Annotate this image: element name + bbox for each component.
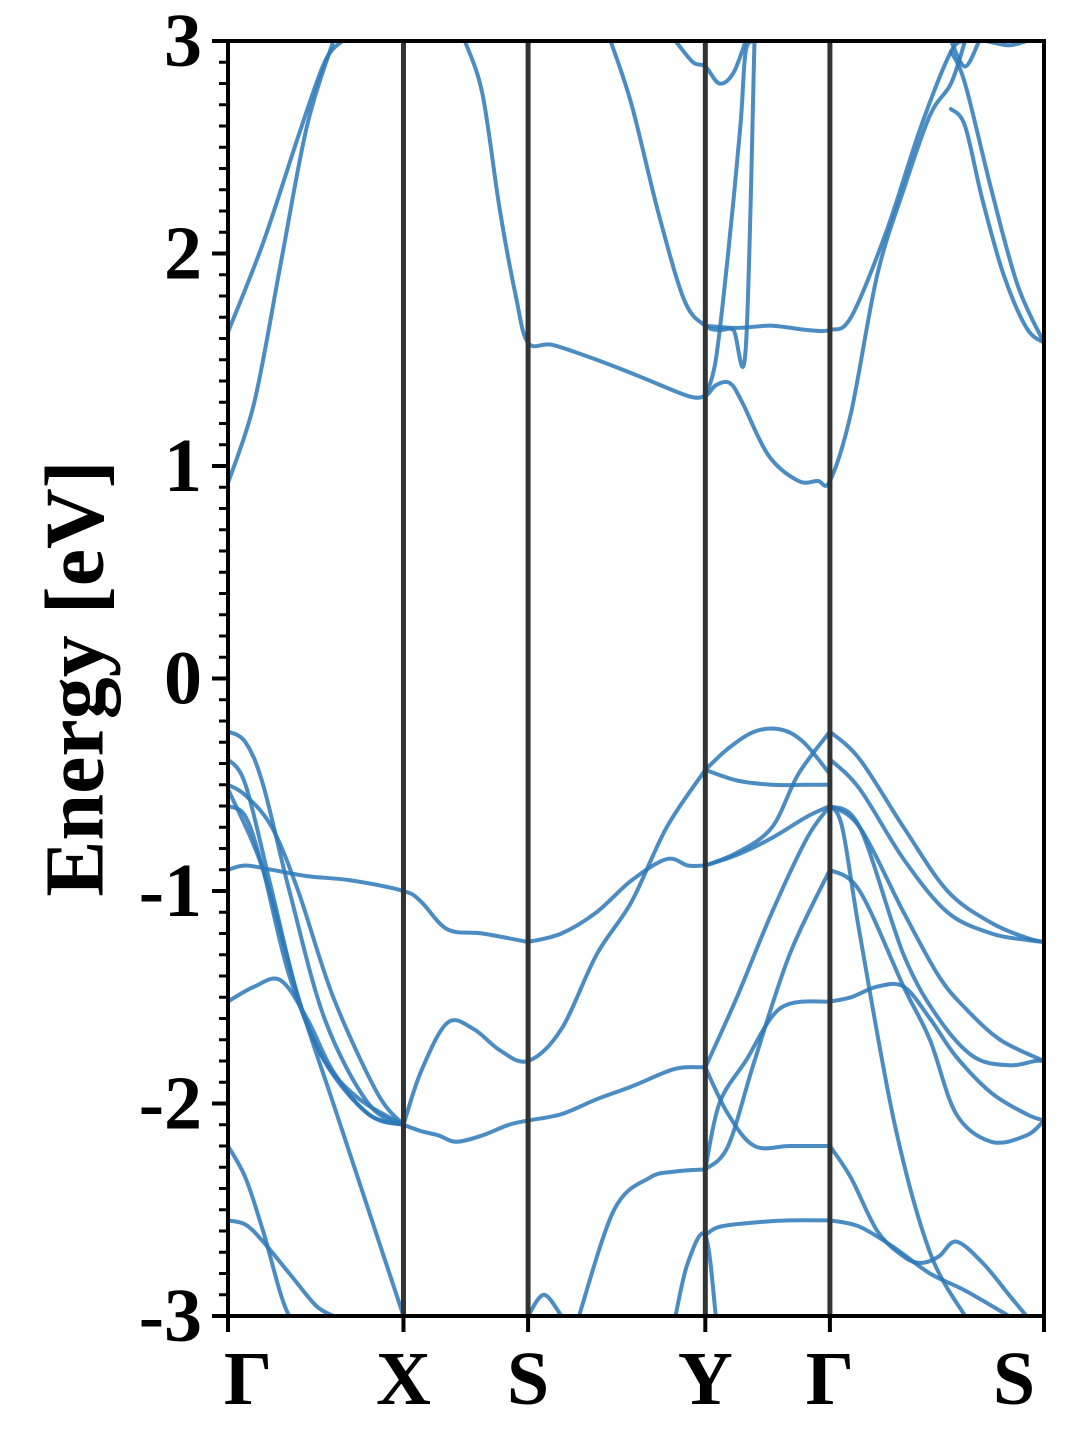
x-tick-label-1: Γ [224,1337,272,1421]
band-line-44 [827,1218,1011,1316]
band-line-20 [228,1218,336,1316]
band-line-22 [401,1065,708,1144]
band-line-15 [228,729,406,1127]
band-line-33 [703,1065,832,1151]
band-line-25 [577,1167,708,1316]
band-line-29 [703,804,832,868]
band-line-9 [949,49,1044,345]
band-line-7 [673,41,748,86]
band-line-27 [703,726,832,777]
band-line-14 [228,782,406,1127]
band-lines [228,41,1044,1316]
band-line-37 [827,757,1044,944]
y-axis-ticks [212,39,1046,1332]
band-line-17 [228,976,406,1127]
band-line-19 [228,787,406,1316]
x-tick-label-4: Y [678,1337,733,1421]
y-axis-tick-labels: -3 -2 -1 0 1 2 3 [139,0,202,1358]
band-line-2 [228,41,336,485]
band-line-40 [827,867,1044,1145]
high-symmetry-dividers [400,41,833,1316]
band-line-24 [526,1292,564,1316]
band-line-42 [827,804,967,1316]
band-line-12 [228,863,531,944]
band-line-23 [526,856,708,944]
band-line-30 [703,729,832,868]
y-tick-label: -2 [139,1062,202,1146]
band-line-6 [703,41,757,398]
band-line-39 [827,804,1044,1068]
band-line-5 [703,41,967,334]
y-tick-label: -3 [139,1274,202,1358]
y-tick-label: 3 [164,0,202,83]
band-line-32 [703,867,832,1172]
y-tick-label: 2 [164,212,202,296]
x-tick-label-3: S [507,1337,549,1421]
band-line-31 [703,804,832,1070]
plot-border [226,39,1046,1318]
x-tick-label-5: Γ [806,1337,854,1421]
band-line-43 [827,1144,1029,1316]
y-tick-label: 1 [164,424,202,508]
plot-frame [226,39,1046,1318]
band-line-21 [401,767,708,1127]
y-tick-label: -1 [139,849,202,933]
band-line-8 [949,107,1044,345]
band-line-36 [827,729,1044,944]
y-tick-label: 0 [164,637,202,721]
x-tick-label-2: X [376,1337,431,1421]
band-line-26 [673,1231,718,1316]
band-line-4 [608,41,757,369]
band-line-3 [462,41,967,488]
band-line-41 [827,981,1044,1123]
band-line-35 [703,1218,832,1238]
band-line-10 [949,41,982,69]
band-line-1 [228,41,345,335]
band-line-28 [703,767,832,788]
band-line-34 [703,999,832,1172]
band-line-18 [228,1144,406,1316]
y-axis-title: Energy [eV] [29,460,122,896]
x-tick-label-6: S [993,1337,1035,1421]
band-line-13 [228,804,406,1127]
